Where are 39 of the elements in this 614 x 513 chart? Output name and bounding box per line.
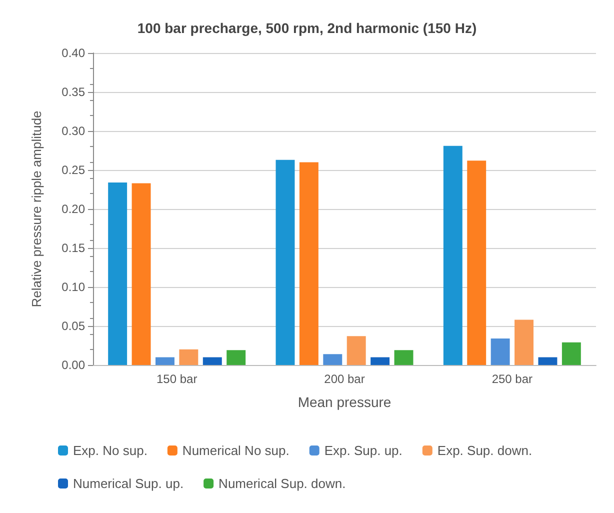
y-tick-label: 0.25 (62, 163, 86, 177)
bar (226, 350, 246, 365)
bar (132, 183, 151, 365)
y-tick-label: 0.40 (62, 46, 86, 60)
y-tick-label: 0.35 (62, 85, 86, 99)
bar (156, 357, 174, 365)
y-tick-label: 0.00 (62, 358, 86, 372)
bar (346, 336, 366, 365)
y-tick-label: 0.05 (62, 319, 86, 333)
bar (514, 320, 534, 365)
bar (179, 349, 198, 365)
bar (323, 354, 342, 365)
x-axis-title: Mean pressure (298, 394, 392, 410)
bar (490, 338, 510, 365)
x-tick-label: 150 bar (156, 372, 198, 386)
legend-label: Exp. No sup. (73, 443, 148, 458)
x-tick-label: 200 bar (324, 372, 365, 386)
bar (443, 146, 462, 365)
y-tick-label: 0.20 (62, 202, 86, 216)
legend-label: Exp. Sup. down. (437, 443, 532, 458)
x-tick-label: 250 bar (492, 372, 533, 386)
legend-label: Numerical Sup. down. (218, 476, 346, 491)
legend-label: Numerical Sup. up. (73, 476, 184, 491)
legend-label: Exp. Sup. up. (324, 443, 402, 458)
bar (538, 357, 558, 365)
bar (394, 350, 414, 365)
bar (276, 160, 295, 365)
bar (562, 342, 581, 365)
chart-title: 100 bar precharge, 500 rpm, 2nd harmonic (150 Hz) (137, 20, 477, 36)
bar (108, 182, 128, 365)
y-tick-label: 0.10 (62, 280, 86, 294)
y-tick-label: 0.15 (62, 241, 86, 255)
bar (202, 357, 222, 365)
bar (467, 160, 486, 365)
legend-label: Numerical No sup. (182, 443, 290, 458)
y-tick-label: 0.30 (62, 124, 86, 138)
bar (299, 162, 318, 365)
y-axis-title: Relative pressure ripple amplitude (29, 110, 44, 308)
bar (370, 357, 390, 365)
